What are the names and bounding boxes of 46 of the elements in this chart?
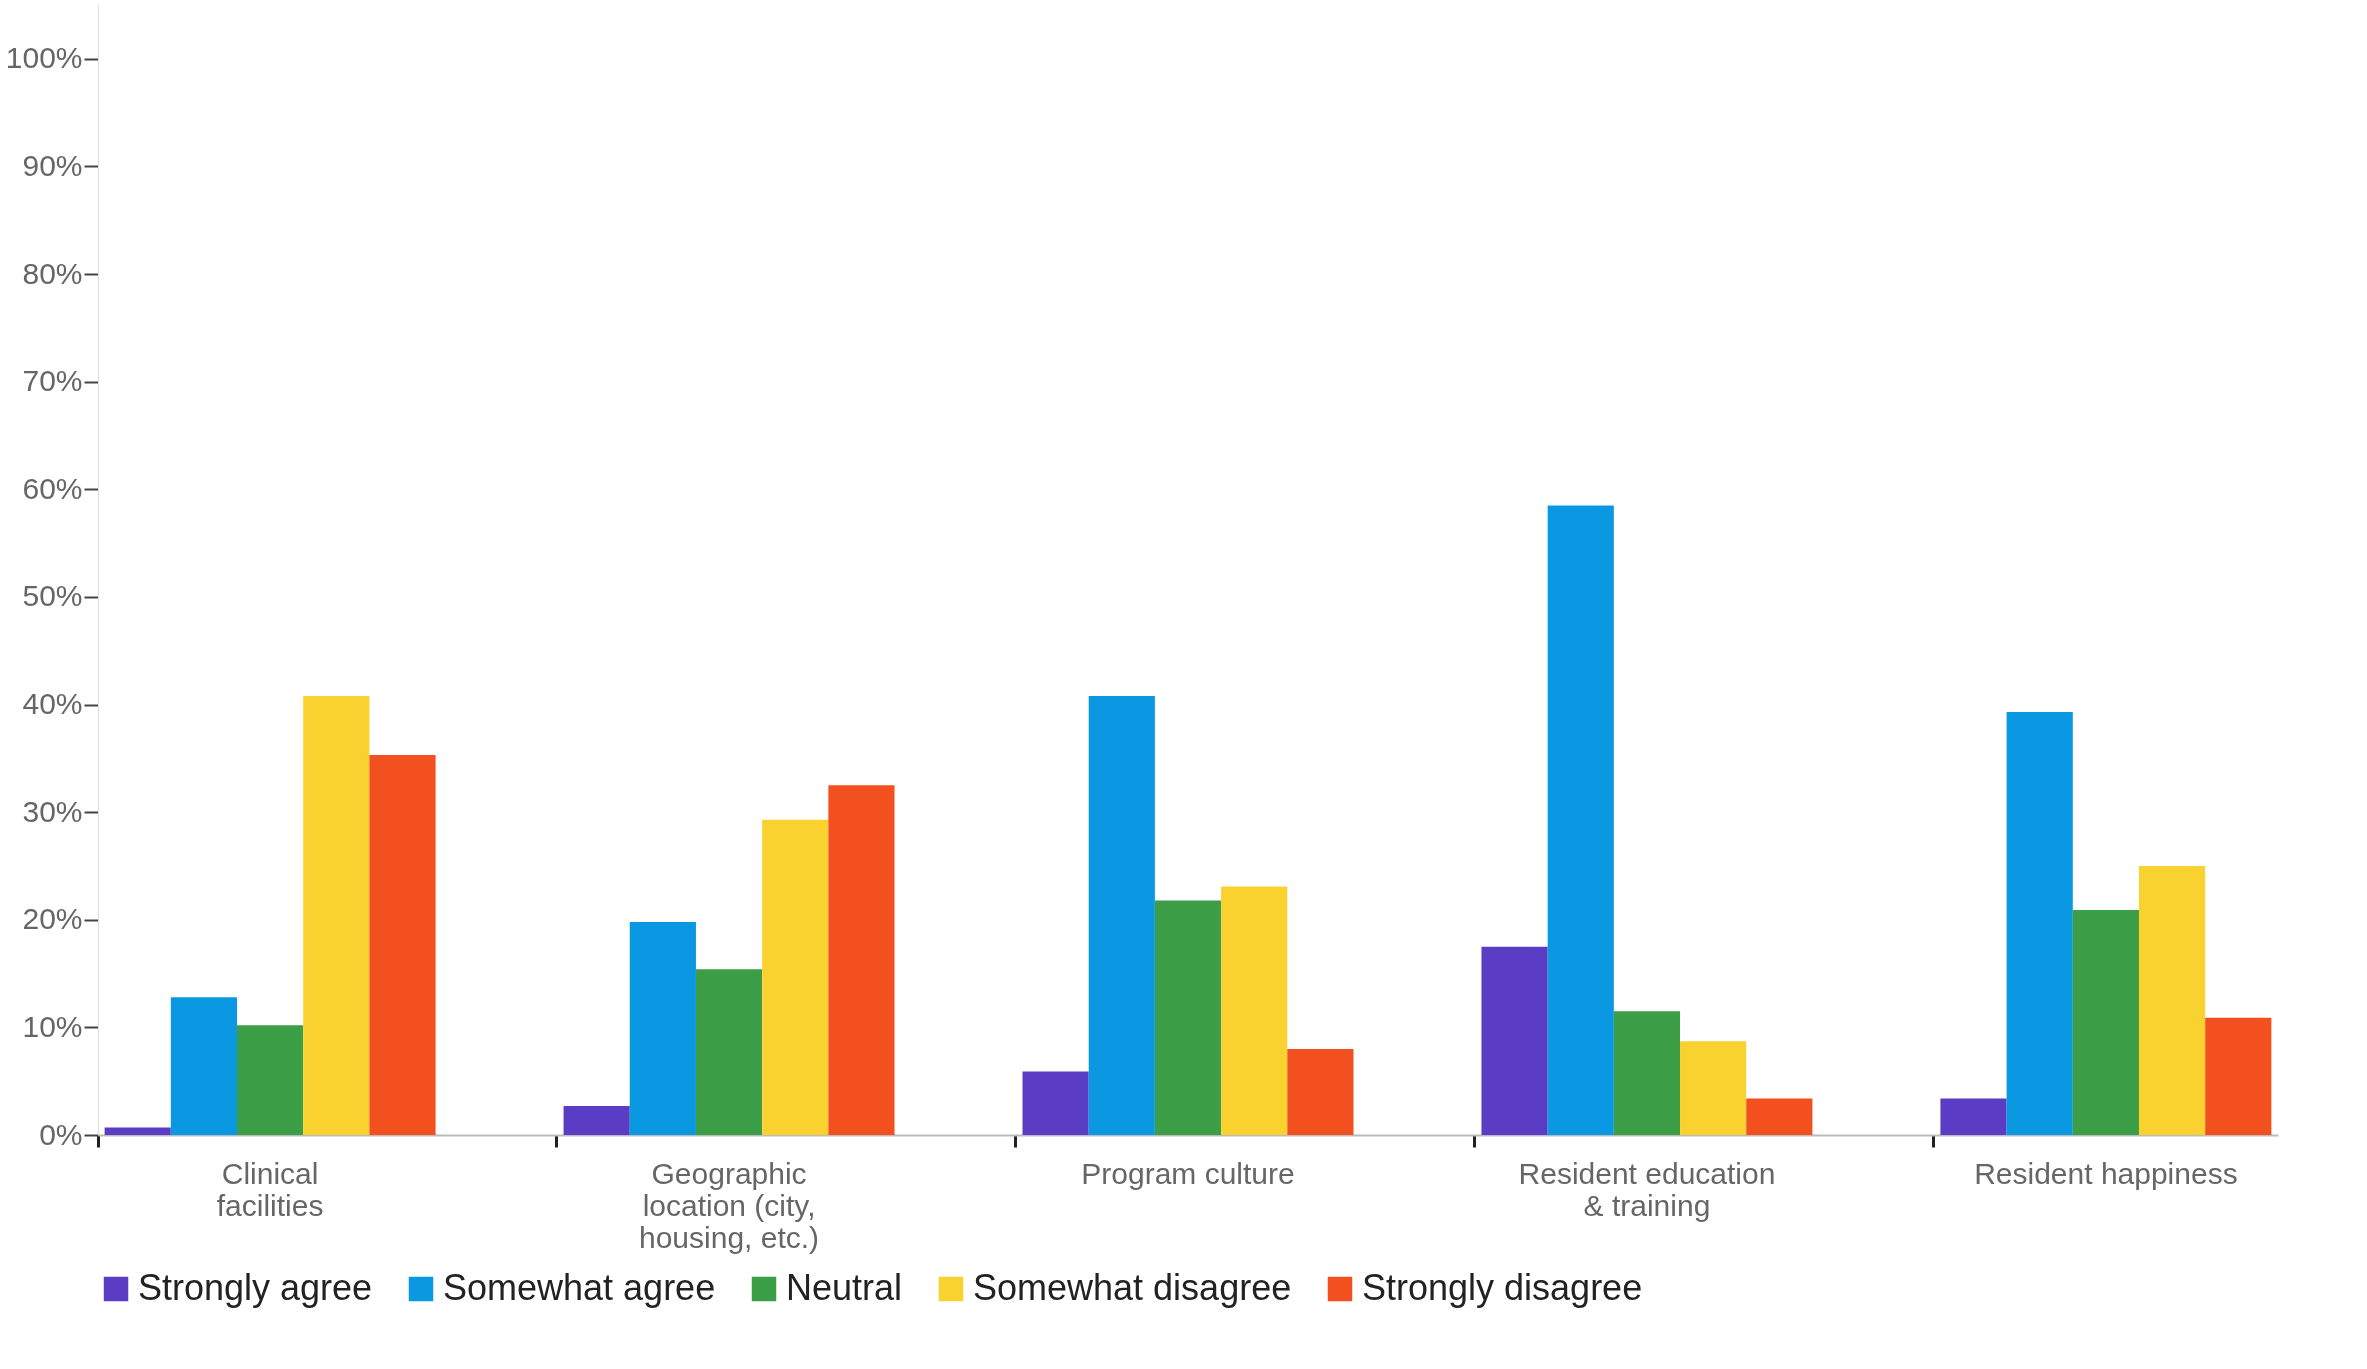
y-tick-label: 100% [5, 41, 83, 75]
bar [1287, 1048, 1354, 1135]
bar [629, 921, 696, 1135]
bar [369, 755, 436, 1135]
bar [303, 695, 370, 1135]
bar [563, 1105, 630, 1135]
bar [104, 1127, 171, 1135]
bar [2138, 865, 2206, 1135]
bar [2006, 712, 2073, 1135]
bar [2205, 1017, 2272, 1135]
bar [828, 785, 895, 1135]
bar [695, 969, 763, 1135]
bar [1022, 1071, 1089, 1135]
y-tick-label: 20% [22, 902, 83, 936]
bar [1547, 505, 1614, 1135]
bar [1088, 695, 1155, 1135]
bar [237, 1025, 304, 1135]
bar [2072, 910, 2139, 1135]
legend-label: Somewhat agree [443, 1267, 716, 1308]
x-tick-label: Resident happiness [1974, 1156, 2238, 1190]
y-tick-label: 30% [22, 794, 83, 828]
bar [1613, 1011, 1681, 1135]
bar [1221, 886, 1288, 1135]
y-tick-label: 70% [22, 364, 83, 398]
bar [1746, 1098, 1813, 1135]
x-tick-label: Program culture [1081, 1156, 1295, 1190]
bar [1680, 1041, 1747, 1135]
bar [1481, 946, 1548, 1135]
x-tick-label: Geographic location (city, housing, etc.) [639, 1156, 820, 1254]
y-tick-label: 80% [22, 256, 83, 290]
bar [762, 819, 829, 1135]
legend-label: Strongly agree [138, 1267, 373, 1308]
y-tick-label: 0% [39, 1117, 83, 1151]
y-tick-label: 50% [22, 579, 83, 613]
bar [1154, 900, 1222, 1135]
legend-label: Strongly disagree [1362, 1267, 1643, 1308]
y-tick-label: 40% [22, 687, 83, 721]
x-tick-label: Resident education & training [1518, 1156, 1776, 1222]
y-tick-label: 10% [22, 1009, 83, 1043]
y-tick-label: 60% [22, 471, 83, 505]
bar [170, 997, 238, 1135]
y-tick-label: 90% [22, 148, 83, 182]
x-tick-label: Clinical facilities [216, 1156, 324, 1222]
bar [1940, 1098, 2007, 1135]
legend-label: Somewhat disagree [973, 1267, 1292, 1308]
legend-label: Neutral [786, 1267, 903, 1308]
